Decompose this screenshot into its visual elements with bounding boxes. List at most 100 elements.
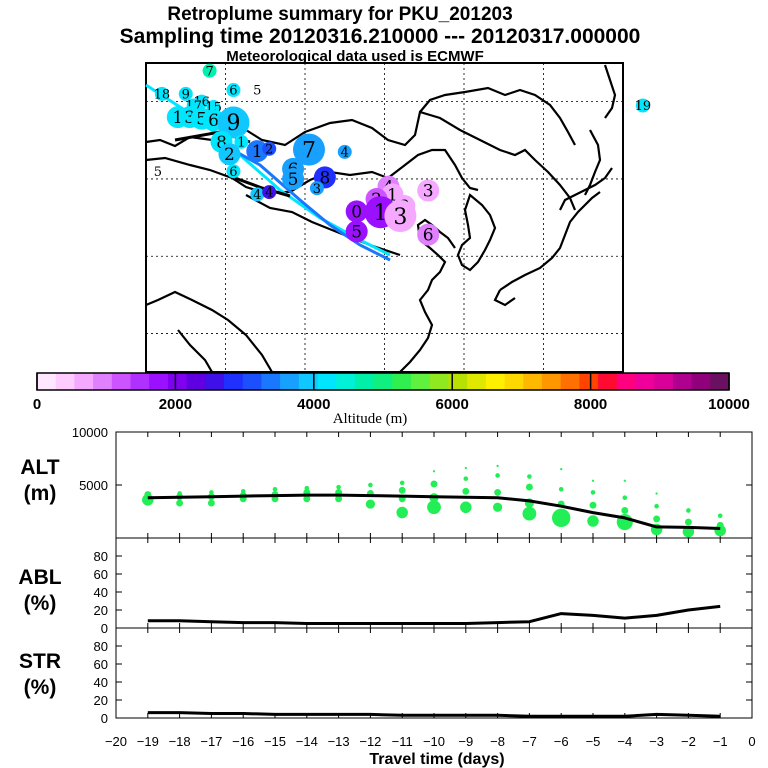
trajectory-marker-dot (309, 181, 324, 196)
alt-y-tick-label: 5000 (79, 478, 108, 493)
trajectory-marker-dot (635, 98, 650, 113)
colorbar-swatch (467, 373, 487, 390)
str-panel-label: STR (19, 650, 61, 673)
colorbar-swatch (691, 373, 711, 390)
x-tick-label: −19 (137, 734, 159, 749)
trajectory-marker-label: 5 (351, 222, 362, 242)
alt-scatter-point (365, 499, 375, 509)
trajectory-marker-label: 1 (172, 108, 183, 128)
trajectory-marker: 7 (292, 133, 325, 166)
alt-scatter-point (427, 500, 441, 515)
x-tick-label: −8 (490, 734, 505, 749)
map-coastline (499, 191, 601, 291)
trajectory-marker-label: 4 (253, 188, 261, 203)
x-tick-label: −18 (169, 734, 191, 749)
colorbar-swatch (261, 373, 281, 390)
abl-y-tick-label: 60 (94, 567, 108, 582)
trajectory-marker: 6 (417, 223, 440, 246)
colorbar-swatch (242, 373, 263, 390)
alt-scatter-point (525, 483, 533, 491)
colorbar-swatch (205, 373, 225, 390)
trajectory-marker: 5 (282, 167, 305, 190)
trajectory-marker-dot (226, 83, 241, 98)
colorbar-swatch (523, 373, 543, 390)
trajectory-marker: 0 (345, 200, 368, 223)
colorbar-swatch (616, 373, 637, 390)
colorbar-swatch (336, 373, 356, 390)
trajectory-marker: 1 (234, 134, 249, 150)
alt-scatter-point (623, 479, 626, 482)
trajectory-marker-label: 5 (196, 110, 207, 130)
x-tick-label: −9 (458, 734, 473, 749)
alt-scatter-point (527, 474, 532, 479)
alt-panel-unit: (m) (24, 482, 57, 505)
alt-scatter-point (335, 495, 343, 503)
colorbar-swatch (55, 373, 76, 390)
str-y-tick-label: 80 (94, 639, 108, 654)
x-tick-label: −17 (200, 734, 222, 749)
alt-scatter-point (495, 473, 500, 478)
trajectory-marker-label: 7 (205, 64, 213, 79)
alt-scatter-point (587, 515, 599, 527)
map-coastline (493, 289, 516, 307)
trajectory-marker: 6 (226, 83, 241, 99)
trajectory-marker-dot (345, 200, 368, 223)
trajectory-marker-label: 3 (423, 181, 434, 201)
colorbar-swatch (111, 373, 132, 390)
alt-scatter-point (622, 495, 628, 501)
map-coastline (559, 167, 613, 211)
map-coastline (177, 329, 213, 373)
alt-series-line (147, 493, 721, 530)
abl-y-tick-label: 80 (94, 549, 108, 564)
colorbar-swatch (541, 373, 562, 390)
alt-panel-label: ALT (20, 456, 59, 479)
colorbar-swatch (635, 373, 655, 390)
trajectory-marker: 4 (250, 187, 265, 203)
trajectory-marker-label: 6 (208, 111, 219, 131)
colorbar-tick-label: 6000 (436, 396, 469, 413)
trajectory-marker-dot (217, 106, 250, 139)
alt-scatter-point (654, 503, 659, 509)
trajectory-marker: 5 (253, 84, 261, 99)
x-tick-label: −6 (554, 734, 569, 749)
str-panel: 0 20 40 60 80 (94, 627, 753, 726)
alt-scatter-point (176, 499, 184, 507)
trajectory-marker-label: 1 (374, 201, 388, 226)
str-panel-unit: (%) (24, 676, 57, 699)
colorbar-swatch (74, 373, 94, 390)
alt-scatter-point (398, 486, 406, 494)
colorbar-swatch (186, 373, 206, 390)
trajectory-marker: 9 (217, 106, 250, 139)
colorbar-swatch (167, 373, 188, 390)
str-panel-frame (115, 627, 753, 719)
str-y-tick-label: 60 (94, 657, 108, 672)
alt-scatter-point (560, 467, 563, 471)
alt-scatter-point (303, 495, 311, 503)
colorbar-swatch (504, 373, 524, 390)
colorbar-swatch (485, 373, 506, 390)
abl-y-tick-label: 20 (94, 603, 108, 618)
alt-scatter-point (686, 508, 691, 513)
str-y-tick-label: 0 (101, 711, 108, 726)
alt-scatter-point (653, 515, 661, 523)
str-series-line (147, 711, 721, 718)
trajectory-marker-label: 6 (423, 226, 434, 246)
trajectory-marker-dot (417, 223, 440, 246)
trajectory-marker-label: 1 (252, 142, 263, 162)
trajectory-map: 7189166517151356981212745665834443123013… (145, 62, 651, 373)
trajectory-marker-label: 0 (351, 202, 362, 222)
trajectory-marker: 3 (309, 181, 324, 197)
alt-scatter-point (177, 491, 182, 496)
x-tick-label: −13 (328, 734, 350, 749)
trajectory-marker: 19 (635, 98, 651, 114)
x-tick-label: 0 (748, 734, 755, 749)
abl-panel-unit: (%) (24, 592, 57, 615)
trajectory-marker-dot (262, 185, 277, 200)
alt-scatter-point (272, 486, 278, 492)
trajectory-marker-dot (202, 63, 217, 78)
alt-scatter-point (558, 486, 564, 492)
trajectory-marker-dot (154, 86, 169, 101)
alt-scatter-point (396, 506, 408, 519)
colorbar-tick-label: 10000 (708, 396, 750, 413)
